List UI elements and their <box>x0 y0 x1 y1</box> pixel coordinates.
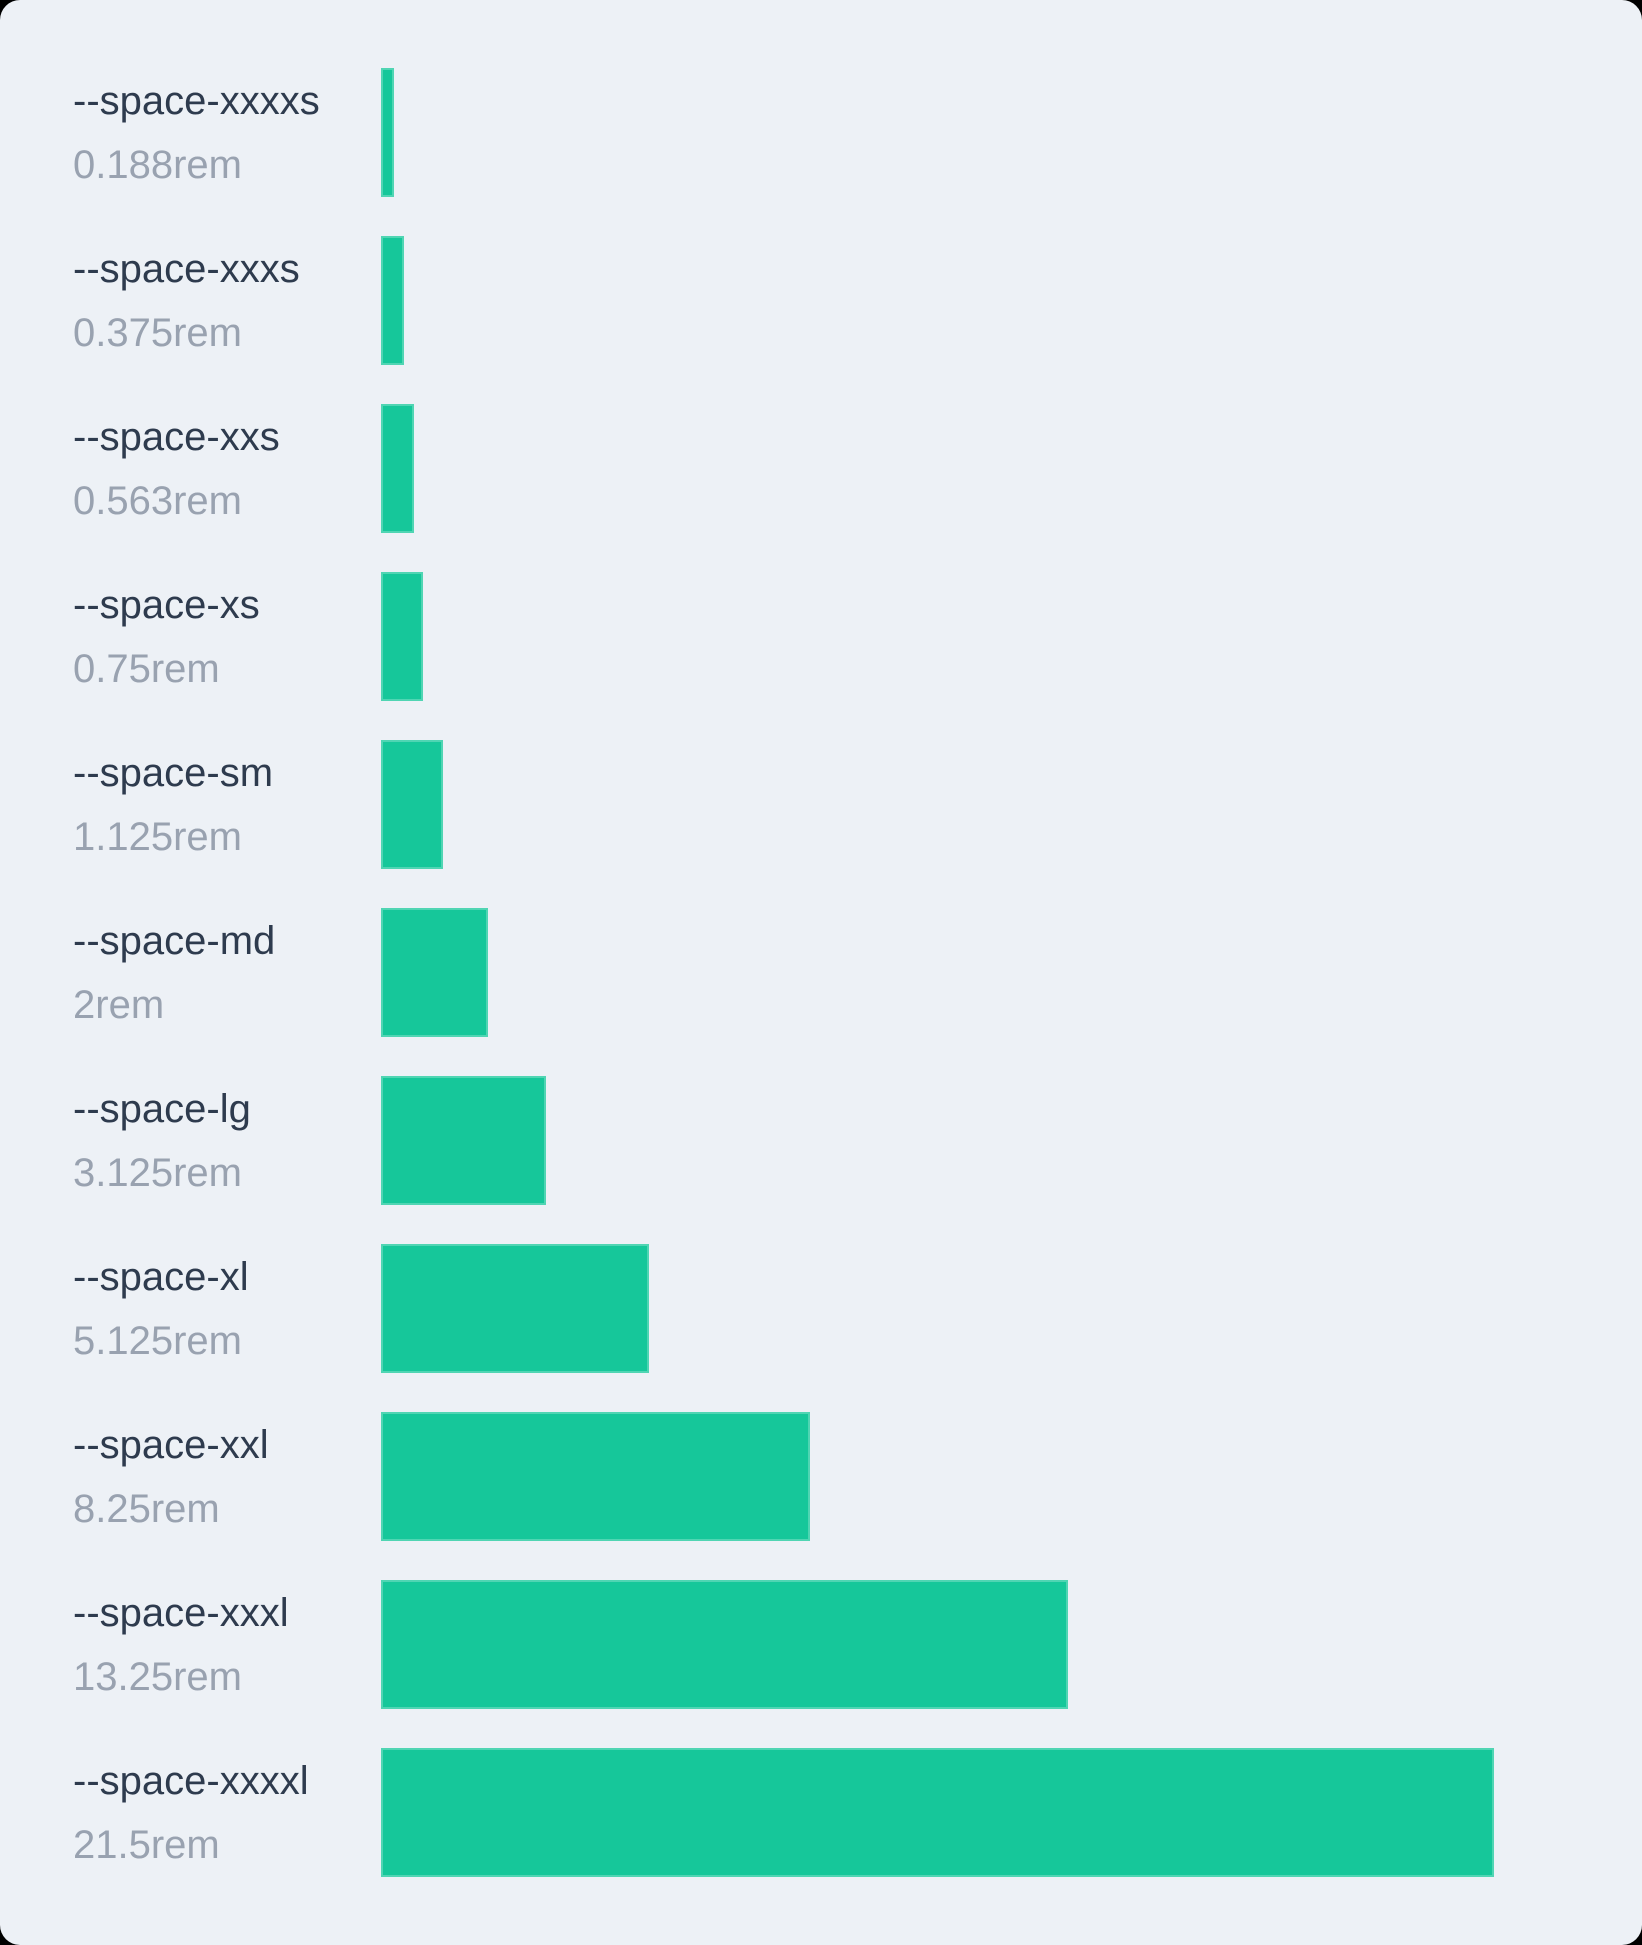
token-text-block: --space-xxl 8.25rem <box>73 1423 381 1531</box>
token-value: 2rem <box>73 982 165 1027</box>
token-text-block: --space-md 2rem <box>73 919 381 1027</box>
token-name: --space-sm <box>73 750 274 795</box>
spacing-row: --space-xxxxl 21.5rem <box>73 1748 1642 1877</box>
spacing-bar <box>381 908 488 1037</box>
spacing-bar <box>381 572 424 701</box>
token-text-block: --space-sm 1.125rem <box>73 751 381 859</box>
spacing-row: --space-xl 5.125rem <box>73 1244 1642 1373</box>
token-value: 1.125rem <box>73 814 242 859</box>
token-text-block: --space-xxxxl 21.5rem <box>73 1759 381 1867</box>
token-name: --space-xxxxs <box>73 78 320 123</box>
spacing-row: --space-xxl 8.25rem <box>73 1412 1642 1541</box>
spacing-row: --space-xxxs 0.375rem <box>73 236 1642 365</box>
spacing-bar <box>381 68 395 197</box>
token-name: --space-md <box>73 918 276 963</box>
token-value: 13.25rem <box>73 1654 242 1699</box>
token-text-block: --space-xl 5.125rem <box>73 1255 381 1363</box>
token-text-block: --space-xxxxs 0.188rem <box>73 79 381 187</box>
token-name: --space-xs <box>73 582 260 627</box>
spacing-bar <box>381 1580 1069 1709</box>
token-value: 8.25rem <box>73 1486 220 1531</box>
token-value: 21.5rem <box>73 1822 220 1867</box>
token-value: 0.75rem <box>73 646 220 691</box>
spacing-bar <box>381 1244 649 1373</box>
token-text-block: --space-lg 3.125rem <box>73 1087 381 1195</box>
spacing-bar <box>381 1748 1494 1877</box>
token-name: --space-xxs <box>73 414 280 459</box>
token-name: --space-xl <box>73 1254 249 1299</box>
spacing-bar <box>381 740 443 869</box>
token-value: 5.125rem <box>73 1318 242 1363</box>
token-name: --space-xxxl <box>73 1590 289 1635</box>
spacing-bar <box>381 1412 811 1541</box>
spacing-row: --space-xxxl 13.25rem <box>73 1580 1642 1709</box>
spacing-row: --space-xxxxs 0.188rem <box>73 68 1642 197</box>
token-text-block: --space-xs 0.75rem <box>73 583 381 691</box>
token-name: --space-xxxs <box>73 246 300 291</box>
token-value: 0.375rem <box>73 310 242 355</box>
spacing-row: --space-lg 3.125rem <box>73 1076 1642 1205</box>
token-value: 3.125rem <box>73 1150 242 1195</box>
spacing-bar <box>381 1076 546 1205</box>
spacing-row: --space-sm 1.125rem <box>73 740 1642 869</box>
spacing-row: --space-md 2rem <box>73 908 1642 1037</box>
token-name: --space-xxl <box>73 1422 269 1467</box>
token-text-block: --space-xxs 0.563rem <box>73 415 381 523</box>
token-name: --space-lg <box>73 1086 251 1131</box>
token-value: 0.188rem <box>73 142 242 187</box>
token-name: --space-xxxxl <box>73 1758 309 1803</box>
spacing-row: --space-xxs 0.563rem <box>73 404 1642 533</box>
spacing-bar <box>381 236 404 365</box>
spacing-scale-list: --space-xxxxs 0.188rem --space-xxxs 0.37… <box>73 68 1642 1877</box>
token-value: 0.563rem <box>73 478 242 523</box>
spacing-row: --space-xs 0.75rem <box>73 572 1642 701</box>
token-text-block: --space-xxxs 0.375rem <box>73 247 381 355</box>
spacing-bar <box>381 404 414 533</box>
token-text-block: --space-xxxl 13.25rem <box>73 1591 381 1699</box>
